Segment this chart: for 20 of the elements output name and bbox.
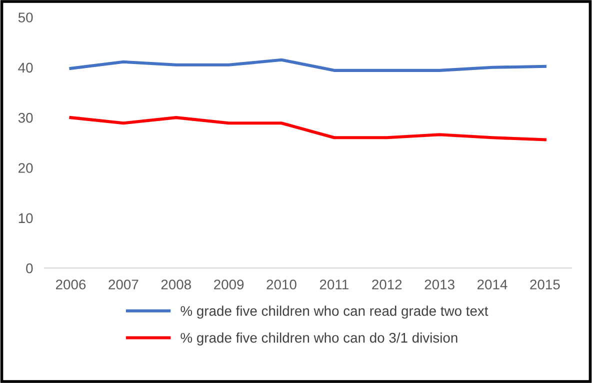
legend-label: % grade five children who can do 3/1 division (180, 332, 458, 346)
y-tick-label: 0 (26, 263, 33, 274)
x-tick-label: 2010 (266, 280, 296, 290)
x-tick-label: 2009 (214, 280, 244, 290)
y-tick-label: 50 (18, 12, 33, 22)
x-tick-label: 2006 (56, 280, 86, 290)
y-tick-label: 20 (18, 163, 33, 173)
y-tick-label: 40 (18, 62, 33, 73)
y-tick-label: 10 (18, 213, 33, 224)
x-tick-label: 2015 (530, 280, 560, 290)
x-tick-label: 2008 (161, 280, 191, 290)
x-tick-label: 2011 (320, 280, 348, 290)
y-tick-label: 30 (18, 112, 33, 123)
x-tick-label: 2012 (372, 280, 402, 290)
legend-label: % grade five children who can read grade two text (180, 306, 488, 319)
line-series (69, 58, 546, 72)
x-tick-label: 2013 (424, 280, 454, 290)
x-tick-label: 2014 (478, 280, 508, 290)
x-tick-label: 2007 (108, 280, 138, 290)
line-series (69, 116, 546, 142)
